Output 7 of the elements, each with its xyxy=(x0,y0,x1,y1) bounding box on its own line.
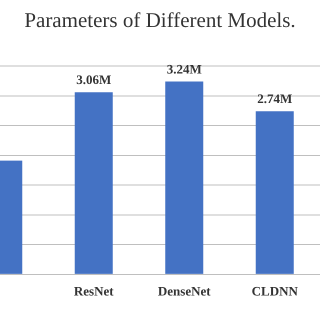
data-label: 3.06M xyxy=(76,72,112,88)
chart-title: Parameters of Different Models. xyxy=(23,8,297,33)
data-label: 2.74M xyxy=(257,91,292,106)
x-tick-label: ResNet xyxy=(74,284,114,299)
x-tick-label: CLDNN xyxy=(252,284,298,299)
x-tick-label: DenseNet xyxy=(158,284,212,299)
data-label: 3.24M xyxy=(166,61,202,76)
